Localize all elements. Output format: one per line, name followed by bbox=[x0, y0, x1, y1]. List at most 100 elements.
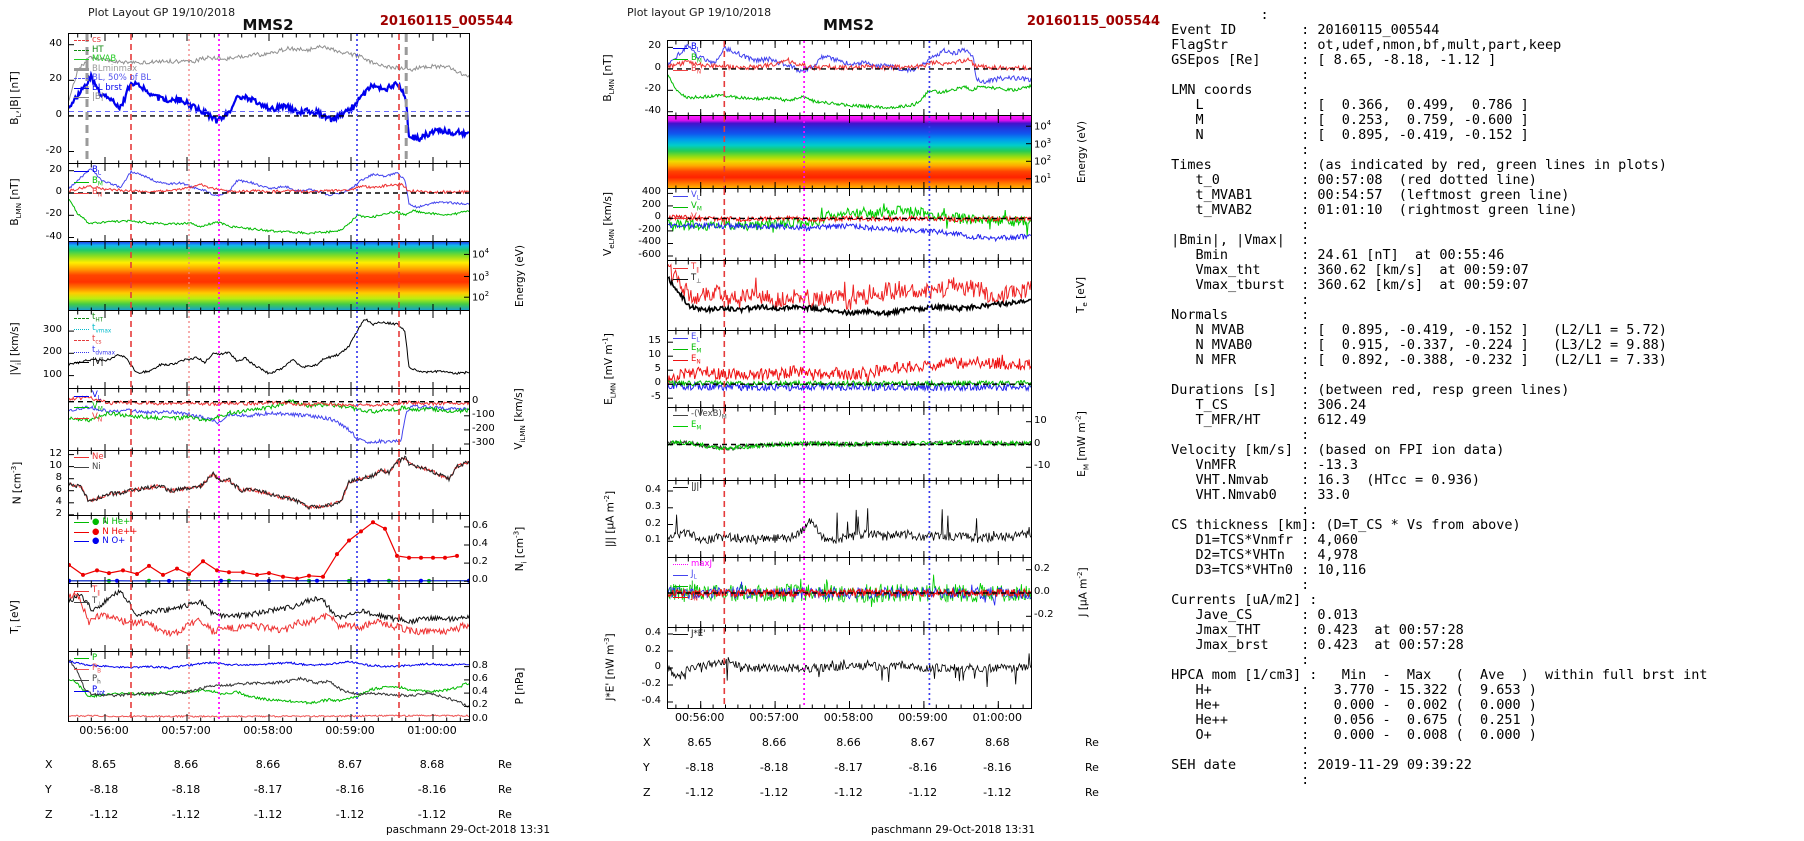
plot-layout-label: Plot Layout GP 19/10/2018 bbox=[88, 6, 236, 19]
right-axis-title: Energy (eV) bbox=[1076, 120, 1088, 183]
info-line: FlagStr : ot,udef,nmon,bf,mult,part,keep bbox=[1163, 37, 1562, 53]
panel-vi-lmn bbox=[68, 388, 470, 452]
y-tick-label: 0.3 bbox=[645, 500, 661, 512]
info-line: LMN coords : bbox=[1163, 82, 1310, 98]
vi-mag-plot bbox=[69, 311, 469, 389]
right-tick-label: 10 bbox=[1034, 414, 1047, 426]
y-tick-label: -40 bbox=[644, 104, 661, 116]
right-tick-label: 102 bbox=[472, 290, 490, 304]
ephemeris-value: 8.65 bbox=[91, 758, 117, 771]
y-tick-label: 0 bbox=[55, 185, 62, 197]
y-axis-title: ELMN [mV m-1] bbox=[600, 332, 618, 405]
y-tick-label: 0.1 bbox=[645, 534, 661, 546]
info-line: t_MVAB2 : 01:01:10 (rightmost green line… bbox=[1163, 202, 1578, 218]
info-line: Jave_CS : 0.013 bbox=[1163, 607, 1359, 623]
pressure-plot bbox=[69, 652, 469, 721]
y-tick-label: 400 bbox=[641, 186, 661, 198]
right-tick-label: 0.2 bbox=[472, 556, 488, 568]
y-axis-title: BL,|B| [nT] bbox=[8, 71, 24, 125]
y-tick-label: 0.4 bbox=[645, 484, 661, 496]
right-tick-label: 101 bbox=[1034, 171, 1052, 186]
credit-label: paschmann 29-Oct-2018 13:31 bbox=[870, 824, 1035, 836]
ephemeris-value: -8.16 bbox=[908, 761, 938, 774]
right-axis-title: Ni [cm-3] bbox=[511, 526, 529, 572]
y-tick-label: 0 bbox=[55, 108, 62, 120]
panel-blmn-brst bbox=[667, 40, 1032, 117]
right-tick-label: 104 bbox=[472, 247, 490, 261]
right-tick-label: -100 bbox=[472, 408, 495, 420]
y-tick-label: 20 bbox=[648, 40, 661, 52]
info-line: VHT.Nmvab : 16.3 (HTcc = 0.936) bbox=[1163, 472, 1480, 488]
right-axis-title: Te [eV] bbox=[1074, 277, 1090, 313]
info-line: T_MFR/HT : 612.49 bbox=[1163, 412, 1367, 428]
ephemeris-row-label: Z bbox=[643, 786, 651, 799]
y-tick-label: 0.4 bbox=[645, 626, 661, 638]
ephemeris-unit: Re bbox=[498, 808, 512, 821]
panel-ti bbox=[68, 583, 470, 653]
ephemeris-value: -1.12 bbox=[335, 808, 365, 821]
right-tick-label: 0.6 bbox=[472, 672, 488, 684]
info-line: SEH date : 2019-11-29 09:39:22 bbox=[1163, 757, 1472, 773]
y-tick-label: -600 bbox=[638, 248, 661, 260]
right-axis-title: ViLMN [km/s] bbox=[512, 388, 528, 450]
panel-electron-spectrogram bbox=[667, 115, 1032, 190]
time-tick-label: 00:59:00 bbox=[898, 711, 948, 724]
ephemeris-value: -8.16 bbox=[983, 761, 1012, 774]
panel-ni-minor bbox=[68, 515, 470, 585]
panel-blmn bbox=[68, 163, 470, 243]
y-tick-label: 100 bbox=[42, 368, 62, 380]
y-tick-label: 200 bbox=[42, 346, 62, 358]
e-lmn-plot bbox=[668, 331, 1031, 408]
ephemeris-value: 8.67 bbox=[337, 758, 363, 771]
time-tick-label: 00:56:00 bbox=[674, 711, 725, 724]
info-line: : bbox=[1163, 427, 1310, 443]
y-tick-label: -0.2 bbox=[641, 678, 661, 690]
info-line: |Bmin|, |Vmax| : bbox=[1163, 232, 1310, 248]
ephemeris-row-label: X bbox=[45, 758, 53, 771]
jdote-plot bbox=[668, 628, 1031, 708]
ephemeris-value: -8.18 bbox=[759, 761, 789, 774]
spacecraft-title: MMS2 bbox=[242, 16, 294, 34]
info-line: N MFR : [ 0.892, -0.388, -0.232 ] (L2/L1… bbox=[1163, 352, 1667, 368]
info-line: N MVAB : [ 0.895, -0.419, -0.152 ] (L2/L… bbox=[1163, 322, 1667, 338]
vi-lmn-plot bbox=[69, 389, 469, 451]
y-tick-label: 2 bbox=[55, 507, 62, 519]
ephemeris-value: 8.67 bbox=[910, 736, 936, 749]
y-tick-label: 20 bbox=[49, 163, 62, 175]
ephemeris-value: -1.12 bbox=[759, 786, 789, 799]
ephemeris-value: -1.12 bbox=[89, 808, 119, 821]
info-line: t_MVAB1 : 00:54:57 (leftmost green line) bbox=[1163, 187, 1570, 203]
y-axis-title: N [cm-3] bbox=[8, 461, 24, 504]
right-tick-label: 0 bbox=[1034, 437, 1041, 449]
em-compare-plot bbox=[668, 408, 1031, 481]
y-axis-title: Ti [eV] bbox=[8, 600, 24, 634]
info-line: : bbox=[1163, 577, 1310, 593]
info-line: N : [ 0.895, -0.419, -0.152 ] bbox=[1163, 127, 1529, 143]
right-tick-label: 0.2 bbox=[472, 699, 488, 711]
y-tick-label: 4 bbox=[55, 495, 62, 507]
info-line: : bbox=[1163, 652, 1310, 668]
ephemeris-value: -8.17 bbox=[253, 783, 283, 796]
ephemeris-value: -8.16 bbox=[335, 783, 365, 796]
y-tick-label: 300 bbox=[42, 324, 62, 336]
ephemeris-value: 8.68 bbox=[985, 736, 1010, 749]
info-line: Bmin : 24.61 [nT] at 00:55:46 bbox=[1163, 247, 1505, 263]
ephemeris-value: 8.66 bbox=[761, 736, 787, 749]
ni-minor-plot bbox=[69, 516, 469, 584]
panel-j-mag bbox=[667, 480, 1032, 559]
blmn-plot bbox=[69, 164, 469, 242]
ephemeris-unit: Re bbox=[498, 783, 512, 796]
y-tick-label: 10 bbox=[49, 459, 62, 471]
j-lmn-plot bbox=[668, 558, 1031, 628]
info-line: : bbox=[1163, 67, 1310, 83]
y-axis-title: BLMN [nT] bbox=[8, 178, 24, 226]
info-line: : bbox=[1163, 7, 1269, 23]
ephemeris-value: -1.12 bbox=[834, 786, 863, 799]
ephemeris-row-label: Y bbox=[643, 761, 650, 774]
info-line: O+ : 0.000 - 0.008 ( 0.000 ) bbox=[1163, 727, 1537, 743]
info-line: : bbox=[1163, 217, 1310, 233]
panel-em-compare bbox=[667, 407, 1032, 482]
ephemeris-value: 8.66 bbox=[173, 758, 199, 771]
panel-pressure bbox=[68, 651, 470, 722]
left-plot-column: Plot Layout GP 19/10/2018 MMS2 20160115_… bbox=[0, 0, 575, 841]
